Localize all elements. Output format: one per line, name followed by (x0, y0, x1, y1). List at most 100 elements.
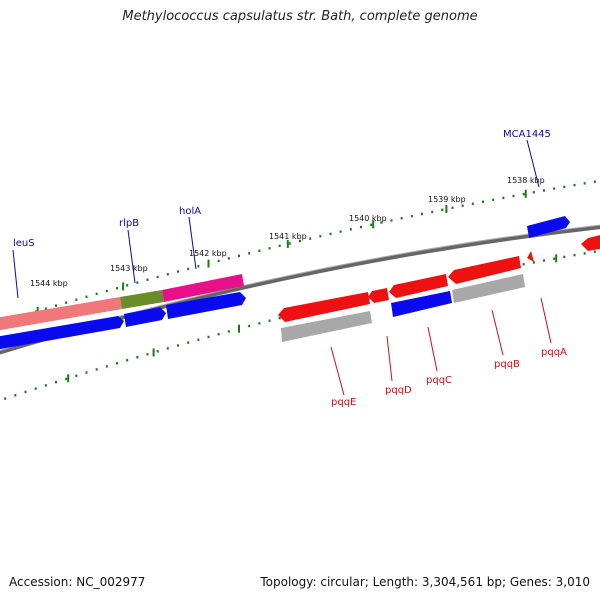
outer-major-tick (207, 259, 210, 268)
outer-ring-dot (166, 273, 169, 276)
inner-ring-dot (85, 371, 88, 374)
edge-red-feature (581, 235, 600, 251)
gene-label-pqqB: pqqB (494, 359, 520, 370)
outer-ring-dot (461, 204, 464, 207)
gene-label-holA: holA (179, 206, 201, 217)
inner-major-tick (152, 348, 155, 357)
outer-ring-dot (136, 281, 139, 284)
inner-major-tick (238, 324, 240, 333)
forward-arrow-2 (124, 307, 166, 327)
pqqD-feature (368, 288, 389, 303)
outer-ring-dot (512, 194, 515, 198)
outer-ring-dot (360, 225, 362, 229)
outer-ring-dot (431, 210, 434, 214)
inner-ring-dot (268, 319, 271, 322)
inner-ring-dot (532, 261, 535, 264)
outer-ring-dot (471, 202, 474, 205)
gene-labels: leuS rlpB holA MCA1445 pqqE pqqD pqqC pqqB pqqA (12, 129, 567, 408)
topology-summary: Topology: circular; Length: 3,304,561 bp… (260, 575, 590, 589)
outer-ring-dot (482, 200, 484, 203)
leader-line (127, 229, 136, 284)
outer-ring-dot (329, 232, 332, 236)
pqqB-feature (448, 256, 521, 284)
scale-labels: 1544 kbp 1543 kbp 1542 kbp 1541 kbp 1540 kbp… (30, 176, 545, 288)
outer-ring-dot (248, 252, 251, 255)
forward-arrow-4 (391, 291, 452, 317)
outer-ring-dot (197, 265, 200, 268)
accession-text: Accession: NC_002977 (9, 575, 146, 589)
gene-label-pqqA: pqqA (541, 347, 567, 358)
rlpB-feature (120, 290, 164, 309)
inner-ring-dot (217, 332, 220, 336)
MCA1445-feature (527, 216, 570, 238)
outer-ring-dot (492, 198, 495, 202)
inner-ring-dot (593, 250, 596, 253)
inner-ring-dot (75, 374, 78, 377)
outer-ring-dot (502, 196, 505, 200)
outer-ring-dot (573, 183, 576, 187)
outer-ring-dot (593, 180, 596, 183)
inner-ring-dot (187, 341, 190, 344)
inner-ring-dot (563, 255, 566, 259)
inner-ring-dot (553, 257, 556, 260)
inner-ring-dot (65, 377, 68, 381)
gene-label-rlpB: rlpB (119, 218, 139, 229)
inner-ring-dot (146, 353, 149, 356)
gene-label-pqqD: pqqD (385, 385, 412, 396)
inner-ring-dot (207, 335, 210, 339)
inner-ring-dot (126, 359, 129, 362)
leader-line (540, 297, 552, 344)
outer-ring-dot (421, 212, 423, 216)
scale-label: 1543 kbp (110, 264, 148, 273)
inner-ring-dot (522, 263, 525, 266)
inner-major-tick (555, 254, 558, 263)
outer-ring-dot (44, 307, 47, 310)
scale-label: 1538 kbp (507, 176, 545, 185)
scale-label: 1539 kbp (428, 195, 466, 204)
inner-ring-dot (95, 368, 98, 371)
inner-ring-dot (258, 322, 261, 325)
forward-arrow-3 (166, 292, 246, 319)
outer-ring-dot (177, 270, 179, 273)
scale-rings (4, 180, 596, 400)
inner-ring-dot (278, 316, 281, 320)
outer-ring-dot (227, 257, 230, 260)
inner-ring-dot (227, 330, 230, 333)
outer-ring-dot (95, 292, 98, 296)
inner-major-tick (67, 374, 70, 383)
inner-ring-dot (166, 347, 169, 350)
outer-ring-dot (390, 219, 393, 222)
outer-ring-dot (116, 286, 118, 290)
leader-line (330, 346, 345, 396)
inner-ring-dot (136, 356, 139, 359)
outer-ring-dot (187, 267, 190, 271)
pqqA-feature (527, 251, 534, 262)
outer-ring-dot (451, 206, 454, 209)
outer-ring-dot (288, 242, 291, 245)
outer-ring-dot (278, 244, 281, 248)
outer-ring-dot (532, 191, 535, 194)
outer-ring-dot (238, 254, 240, 258)
gene-features (0, 216, 600, 350)
outer-ring-dot (75, 298, 78, 301)
outer-ring-dot (349, 228, 352, 231)
inner-ring-dot (14, 394, 17, 397)
scale-label: 1544 kbp (30, 279, 68, 288)
outer-major-tick (445, 204, 448, 213)
outer-ring-dot (319, 235, 322, 238)
inner-ring-dot (34, 387, 37, 390)
gray-feature-1 (281, 311, 372, 342)
forward-arrow-1 (0, 316, 124, 350)
leader-line (526, 139, 540, 188)
leader-line (12, 249, 19, 299)
leuS-feature (0, 297, 122, 331)
inner-ring-dot (55, 380, 57, 384)
inner-ring-dot (543, 259, 545, 262)
outer-ring-dot (65, 301, 68, 304)
leader-line (427, 326, 438, 372)
scale-label: 1542 kbp (189, 249, 227, 258)
map-title: Methylococcus capsulatus str. Bath, comp… (122, 9, 478, 24)
outer-major-tick (122, 282, 125, 291)
